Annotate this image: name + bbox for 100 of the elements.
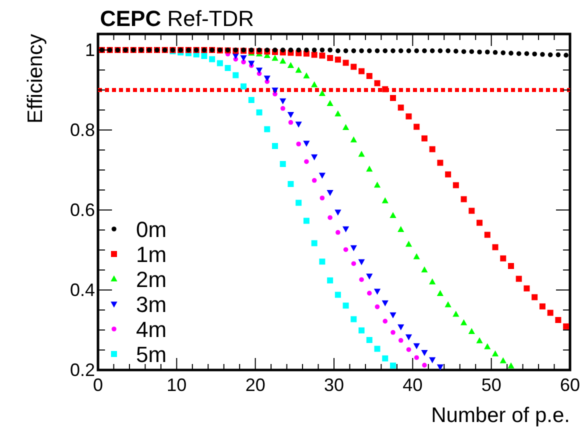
point: [374, 288, 381, 295]
point: [366, 166, 373, 172]
point: [303, 218, 310, 224]
point: [492, 244, 498, 250]
point: [555, 317, 562, 323]
point: [508, 263, 514, 269]
point: [280, 48, 286, 52]
point: [444, 301, 452, 308]
point: [328, 215, 332, 220]
point: [390, 362, 396, 369]
point: [563, 323, 570, 330]
point: [556, 52, 561, 58]
point: [421, 350, 428, 356]
point: [539, 303, 546, 310]
point: [296, 142, 301, 146]
y-tick-label: 0.8: [70, 120, 95, 140]
point: [398, 104, 404, 111]
point: [436, 364, 444, 370]
point: [288, 120, 294, 125]
point: [500, 50, 506, 56]
legend-label: 2m: [136, 267, 167, 292]
point: [382, 355, 388, 362]
point: [452, 310, 460, 317]
y-tick-label: 1: [84, 40, 95, 60]
point: [311, 240, 318, 246]
point: [421, 135, 428, 142]
point: [460, 319, 468, 326]
point: [209, 56, 216, 62]
point: [422, 362, 427, 368]
point: [350, 316, 357, 322]
point: [469, 49, 474, 54]
point: [326, 190, 334, 196]
point: [296, 200, 302, 206]
point: [280, 58, 286, 64]
point: [287, 112, 294, 118]
legend-label: 0m: [136, 217, 167, 242]
point: [280, 106, 286, 111]
point: [414, 355, 419, 360]
point: [429, 357, 436, 364]
point: [414, 48, 419, 54]
point: [272, 143, 278, 149]
point: [319, 52, 326, 59]
point: [336, 230, 340, 235]
point: [382, 300, 388, 306]
legend-label: 3m: [136, 292, 167, 317]
point: [406, 113, 412, 120]
point: [374, 80, 380, 86]
point: [248, 97, 254, 103]
point: [413, 253, 420, 260]
point: [351, 48, 356, 54]
point: [304, 159, 309, 164]
point: [492, 50, 498, 55]
point: [201, 53, 208, 59]
x-tick-label: 40: [402, 375, 423, 395]
point: [342, 226, 350, 232]
point: [272, 88, 278, 94]
point: [319, 258, 326, 265]
point: [492, 350, 499, 356]
point: [540, 52, 545, 57]
point: [288, 48, 294, 52]
point: [429, 278, 436, 284]
point: [468, 208, 475, 214]
point: [367, 48, 372, 54]
y-tick-label: 0.6: [70, 200, 95, 220]
point: [405, 334, 412, 340]
point: [334, 56, 341, 63]
point: [358, 150, 365, 157]
point: [446, 48, 450, 54]
point: [350, 64, 357, 70]
point: [445, 171, 452, 178]
point: [342, 60, 349, 66]
point: [508, 362, 514, 368]
point: [524, 285, 530, 292]
point: [232, 72, 239, 78]
point: [405, 240, 412, 247]
point: [413, 343, 420, 350]
point: [390, 95, 396, 101]
point: [312, 48, 317, 52]
point: [272, 48, 278, 52]
point: [500, 255, 506, 262]
point: [382, 48, 388, 54]
point: [256, 109, 262, 116]
point: [374, 48, 380, 54]
point: [358, 259, 365, 266]
point: [406, 48, 412, 54]
point: [280, 98, 286, 104]
point: [334, 292, 341, 298]
point: [295, 66, 302, 73]
point: [311, 81, 318, 88]
point: [342, 302, 349, 309]
point: [382, 197, 388, 204]
point: [547, 310, 554, 316]
point: [382, 86, 388, 92]
point: [438, 48, 443, 54]
point: [303, 140, 310, 147]
point: [318, 90, 326, 96]
point: [476, 220, 483, 226]
point: [216, 60, 223, 66]
point: [374, 346, 380, 352]
point: [366, 337, 372, 343]
